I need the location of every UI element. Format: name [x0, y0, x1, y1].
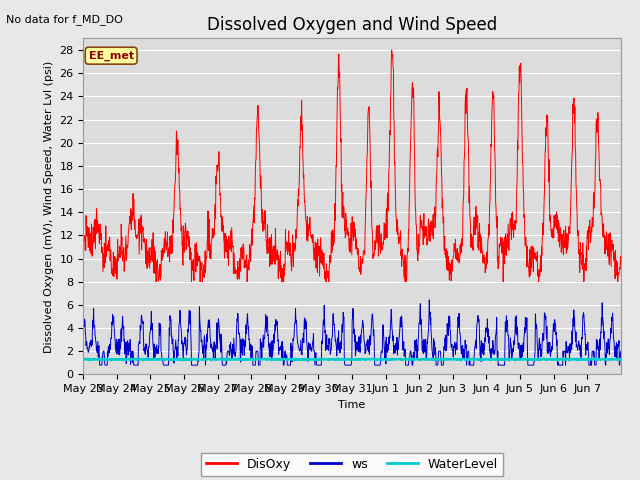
- Y-axis label: Dissolved Oxygen (mV), Wind Speed, Water Lvl (psi): Dissolved Oxygen (mV), Wind Speed, Water…: [44, 60, 54, 352]
- WaterLevel: [319, 356, 326, 361]
- ws: [617, 357, 625, 362]
- Text: No data for f_MD_DO: No data for f_MD_DO: [6, 14, 124, 25]
- ws: [122, 340, 129, 346]
- WaterLevel: [307, 357, 315, 362]
- ws: [426, 297, 433, 303]
- DisOxy: [308, 236, 316, 241]
- DisOxy: [79, 231, 87, 237]
- WaterLevel: [328, 357, 336, 362]
- ws: [328, 333, 336, 338]
- WaterLevel: [121, 356, 129, 362]
- WaterLevel: [143, 357, 150, 363]
- ws: [386, 333, 394, 339]
- ws: [319, 330, 326, 336]
- Title: Dissolved Oxygen and Wind Speed: Dissolved Oxygen and Wind Speed: [207, 16, 497, 34]
- DisOxy: [388, 47, 396, 53]
- ws: [308, 348, 316, 354]
- DisOxy: [617, 261, 625, 267]
- ws: [79, 313, 87, 319]
- DisOxy: [386, 142, 394, 147]
- Line: WaterLevel: WaterLevel: [83, 358, 621, 360]
- ws: [96, 362, 104, 368]
- ws: [143, 348, 151, 354]
- DisOxy: [121, 257, 129, 263]
- DisOxy: [328, 246, 336, 252]
- Line: ws: ws: [83, 300, 621, 365]
- Line: DisOxy: DisOxy: [83, 50, 621, 282]
- WaterLevel: [79, 356, 87, 362]
- Legend: DisOxy, ws, WaterLevel: DisOxy, ws, WaterLevel: [201, 453, 503, 476]
- WaterLevel: [540, 355, 548, 361]
- WaterLevel: [385, 356, 393, 362]
- DisOxy: [319, 262, 326, 268]
- DisOxy: [143, 244, 150, 250]
- WaterLevel: [617, 356, 625, 361]
- DisOxy: [152, 279, 160, 285]
- X-axis label: Time: Time: [339, 400, 365, 409]
- Text: EE_met: EE_met: [88, 50, 134, 61]
- WaterLevel: [565, 358, 573, 363]
